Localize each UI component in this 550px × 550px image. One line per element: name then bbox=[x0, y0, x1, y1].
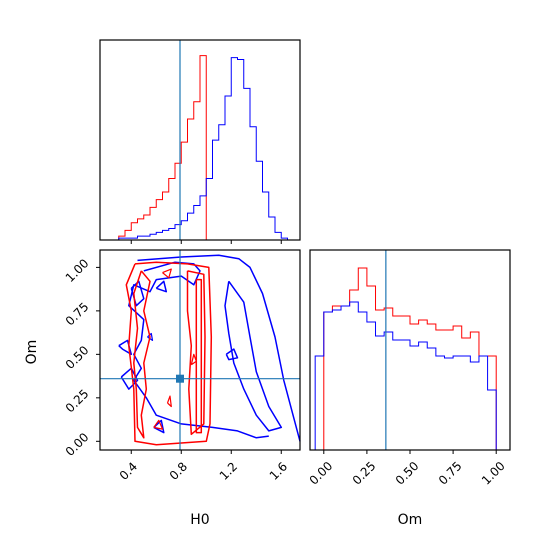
contour-ytick-label-1: 0.25 bbox=[63, 387, 92, 416]
contour-ytick-label-2: 0.50 bbox=[63, 343, 92, 372]
contour-xtick-label-2: 1.2 bbox=[217, 459, 240, 482]
om-histogram-xtick-label-1: 0.25 bbox=[350, 459, 379, 488]
x-axis-label-om: Om bbox=[398, 512, 423, 528]
blue-contour-island-7 bbox=[153, 419, 165, 434]
contour-xtick-label-1: 0.8 bbox=[167, 459, 190, 482]
om-histogram-xtick-label-0: 0.00 bbox=[307, 459, 336, 488]
om-histogram-red-series bbox=[323, 267, 505, 451]
h0-histogram-panel bbox=[99, 39, 301, 244]
red-contour-island-3 bbox=[166, 395, 172, 408]
blue-contour-island-4 bbox=[120, 367, 139, 390]
blue-contour-island-3 bbox=[225, 348, 239, 361]
red-contour-island-2 bbox=[162, 268, 172, 279]
contour-ytick-label-4: 1.00 bbox=[63, 256, 92, 285]
red-contour-inner-left bbox=[133, 270, 151, 439]
blue-contour-island-1 bbox=[118, 339, 133, 356]
contour-xtick-label-0: 0.4 bbox=[117, 459, 140, 482]
red-contour-core bbox=[195, 278, 203, 434]
contour-ytick-label-0: 0.00 bbox=[63, 430, 92, 459]
h0-om-contour-panel: 0.4 0.8 1.2 1.6 0.00 0.25 0.50 0.75 1.00 bbox=[63, 249, 301, 483]
om-histogram-xtick-label-2: 0.50 bbox=[393, 459, 422, 488]
blue-contour-outer-left bbox=[128, 261, 269, 439]
x-axis-label-h0: H0 bbox=[190, 512, 209, 528]
blue-contour-island-6 bbox=[155, 280, 168, 293]
om-histogram-blue-series bbox=[314, 301, 505, 451]
red-contour-inner-right bbox=[186, 270, 206, 436]
om-histogram-panel: 0.00 0.25 0.50 0.75 1.00 bbox=[307, 249, 511, 488]
h0-histogram-frame bbox=[99, 39, 301, 241]
contour-xtick-label-3: 1.6 bbox=[267, 459, 290, 482]
om-histogram-frame bbox=[309, 249, 511, 451]
y-axis-label-om: Om bbox=[24, 340, 40, 365]
red-contour-island-1 bbox=[153, 419, 164, 430]
h0-histogram-red-series bbox=[118, 55, 207, 240]
truth-marker bbox=[176, 374, 184, 383]
blue-contour-outer-right bbox=[137, 254, 301, 442]
contour-ytick-label-3: 0.75 bbox=[63, 300, 92, 329]
om-histogram-xtick-label-3: 0.75 bbox=[436, 459, 465, 488]
h0-histogram-blue-series bbox=[118, 57, 294, 241]
contour-frame bbox=[99, 249, 301, 451]
om-histogram-xtick-label-4: 1.00 bbox=[479, 459, 508, 488]
red-contour-outer bbox=[125, 261, 213, 446]
red-contour-island-4 bbox=[190, 353, 197, 366]
blue-contour-inner-right bbox=[224, 280, 283, 432]
